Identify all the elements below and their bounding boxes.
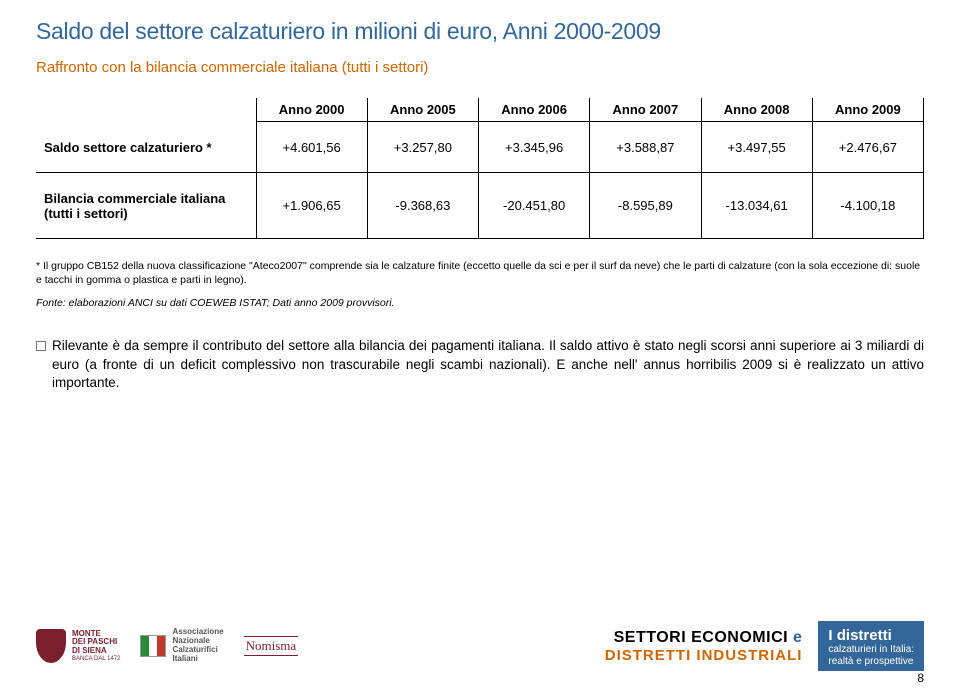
- row-label: Saldo settore calzaturiero *: [36, 136, 256, 159]
- cell: +3.497,55: [701, 136, 812, 159]
- cell: -20.451,80: [479, 187, 590, 225]
- shield-icon: [36, 629, 66, 663]
- row-label: Bilancia commerciale italiana (tutti i s…: [36, 187, 256, 225]
- cell: -9.368,63: [367, 187, 478, 225]
- footer-left-logos: MONTE DEI PASCHI DI SIENA BANCA DAL 1472…: [36, 628, 298, 663]
- cell: +3.588,87: [590, 136, 701, 159]
- footer-right: SETTORI ECONOMICI e DISTRETTI INDUSTRIAL…: [605, 621, 924, 671]
- cell: +2.476,67: [812, 136, 923, 159]
- logo-text-line: Italiani: [172, 655, 223, 664]
- col-header: Anno 2008: [701, 98, 812, 122]
- report-box: I distretti calzaturieri in Italia: real…: [818, 621, 924, 671]
- report-box-line1: I distretti: [828, 627, 914, 644]
- bullet-square-icon: [36, 341, 46, 351]
- cell: +4.601,56: [256, 136, 367, 159]
- series-title-b: e: [788, 629, 802, 646]
- col-header: Anno 2006: [479, 98, 590, 122]
- body-paragraph: Rilevante è da sempre il contributo del …: [36, 337, 924, 392]
- body-text: Rilevante è da sempre il contributo del …: [52, 337, 924, 392]
- page-title: Saldo del settore calzaturiero in milion…: [36, 18, 924, 45]
- col-header: Anno 2009: [812, 98, 923, 122]
- page-subtitle: Raffronto con la bilancia commerciale it…: [36, 59, 924, 76]
- logo-text-line: BANCA DAL 1472: [72, 656, 120, 663]
- table-footnote: * Il gruppo CB152 della nuova classifica…: [36, 259, 924, 287]
- series-title-2: DISTRETTI INDUSTRIALI: [605, 647, 803, 664]
- cell: -4.100,18: [812, 187, 923, 225]
- col-header: Anno 2000: [256, 98, 367, 122]
- col-header: Anno 2005: [367, 98, 478, 122]
- mps-logo: MONTE DEI PASCHI DI SIENA BANCA DAL 1472: [36, 629, 120, 663]
- nomisma-logo: Nomisma: [244, 636, 299, 656]
- col-header: Anno 2007: [590, 98, 701, 122]
- cell: -13.034,61: [701, 187, 812, 225]
- cell: +3.257,80: [367, 136, 478, 159]
- flag-icon: [140, 635, 166, 657]
- report-box-line2: calzaturieri in Italia:: [828, 644, 914, 655]
- page-number: 8: [917, 671, 924, 685]
- cell: +1.906,65: [256, 187, 367, 225]
- cell: +3.345,96: [479, 136, 590, 159]
- report-box-line3: realtà e prospettive: [828, 656, 913, 667]
- cell: -8.595,89: [590, 187, 701, 225]
- data-table: Anno 2000 Anno 2005 Anno 2006 Anno 2007 …: [36, 98, 924, 239]
- series-title-a: SETTORI ECONOMICI: [614, 629, 788, 646]
- logo-text-line: DI SIENA: [72, 647, 120, 656]
- source-note: Fonte: elaborazioni ANCI su dati COEWEB …: [36, 297, 924, 309]
- anci-logo: Associazione Nazionale Calzaturifici Ita…: [140, 628, 223, 663]
- series-title: SETTORI ECONOMICI e DISTRETTI INDUSTRIAL…: [605, 629, 803, 664]
- footer-bar: MONTE DEI PASCHI DI SIENA BANCA DAL 1472…: [0, 615, 960, 677]
- col-header-blank: [36, 98, 256, 122]
